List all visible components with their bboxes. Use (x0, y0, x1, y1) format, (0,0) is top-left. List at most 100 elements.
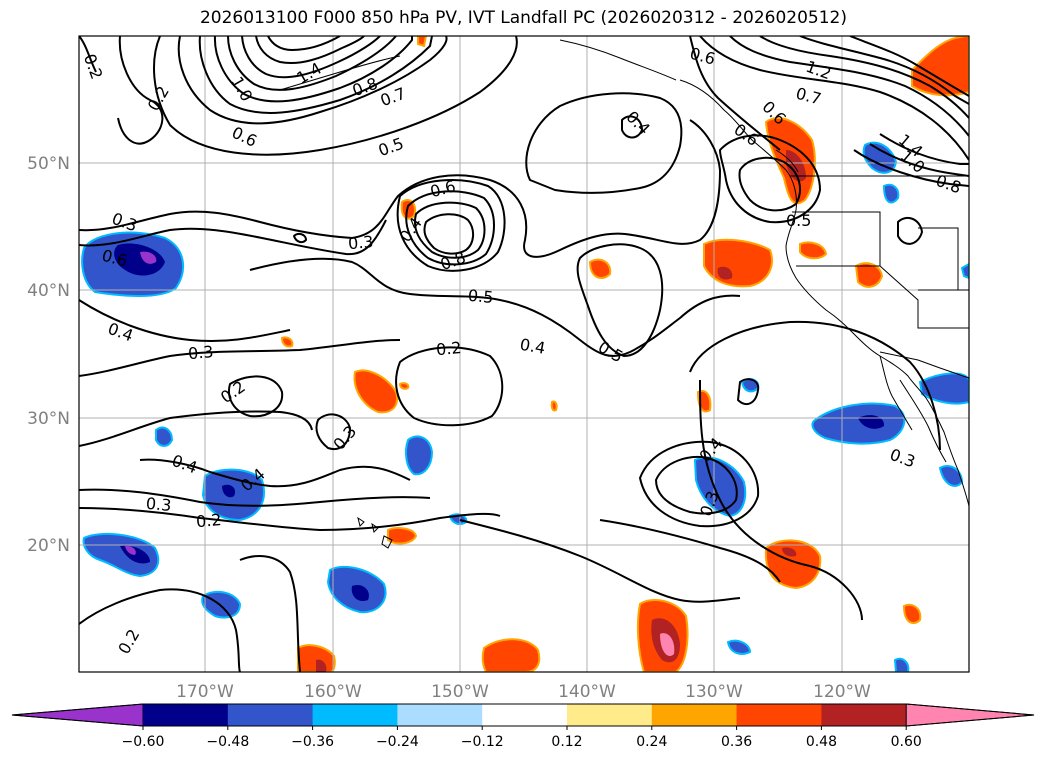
contour-label: 0.5 (376, 134, 406, 161)
colorbar-tick-label: 0.36 (721, 734, 752, 750)
contour-label: 0.6 (730, 120, 762, 150)
shade-pos-41m (588, 258, 612, 279)
colorbar-segment (821, 704, 907, 726)
contour-line (239, 555, 301, 672)
contour-line (576, 243, 664, 357)
contour-line (405, 190, 495, 266)
contour-line (525, 92, 683, 194)
contour-label: 0.3 (109, 209, 139, 236)
colorbar-segment (397, 704, 483, 726)
shade-neg-17-core (351, 584, 369, 602)
contour-label: 0.4 (622, 107, 653, 138)
lat-label-20n: 20°N (27, 536, 70, 556)
contour-line (79, 410, 313, 447)
lon-label-170w: 170°W (176, 682, 234, 702)
colorbar-segment (143, 704, 229, 726)
colorbar-tick-label: −0.24 (376, 734, 419, 750)
lat-label-40n: 40°N (27, 281, 70, 301)
shade-pos-19 (764, 539, 822, 590)
contour-line (879, 133, 969, 165)
contour-line (759, 36, 969, 119)
colorbar-tick-label: 0.48 (806, 734, 837, 750)
gridlines (79, 36, 969, 672)
contour-line (198, 36, 433, 114)
lon-label-130w: 130°W (685, 682, 743, 702)
shade-neg-west-peak (140, 251, 157, 264)
map-title: 2026013100 F000 850 hPa PV, IVT Landfall… (199, 8, 847, 28)
contour-label: 0.2 (195, 510, 222, 531)
coastline-north-america (679, 79, 969, 507)
coastline-aleutians (279, 55, 401, 91)
border-us-mexico (879, 351, 969, 379)
contour-label: 0.2 (114, 626, 143, 658)
colorbar-tick-label: −0.60 (122, 734, 165, 750)
shade-neg-24 (693, 456, 747, 518)
shade-neg-29e-core (858, 415, 885, 429)
shade-neg-20 (82, 532, 160, 578)
coastline-baja (879, 355, 913, 431)
lon-label-160w: 160°W (304, 682, 362, 702)
shade-pos-40 (854, 262, 884, 288)
shade-pos-12-peak (660, 633, 675, 656)
contour-label: 0.5 (786, 211, 811, 230)
shade-neg-20-peak (125, 545, 136, 555)
lat-label-50n: 50°N (27, 154, 70, 174)
contour-line (395, 346, 504, 427)
shade-neg-41 (960, 262, 969, 280)
shade-pos-32m (398, 382, 410, 390)
contour-line (699, 379, 863, 621)
contour-line (423, 213, 474, 255)
contour-label: 1.0 (227, 73, 256, 105)
colorbar-tick-label: −0.48 (206, 734, 249, 750)
colorbar: −0.60 −0.48 −0.36 −0.24 −0.12 0.12 0.24 0.36 0.4… (11, 703, 1035, 750)
colorbar-tick-label: 0.12 (551, 734, 582, 750)
shade-neg-47 (882, 183, 900, 204)
contour-label: 0.4 (169, 451, 199, 478)
contour-line (153, 36, 518, 156)
shade-neg-12 (726, 639, 752, 655)
contour-line (79, 36, 97, 73)
coastline-hawaii (357, 516, 393, 549)
pv-contours (79, 36, 969, 672)
contour-label: 0.5 (595, 337, 627, 366)
coastlines (279, 39, 969, 549)
shade-pos-42-core (717, 266, 733, 280)
contour-line (315, 413, 351, 450)
contour-line (869, 143, 969, 177)
pc-shading (81, 36, 969, 672)
colorbar-segment (227, 704, 314, 726)
colorbar-extend-high (905, 703, 1035, 727)
contour-line (79, 219, 387, 256)
contour-line (267, 36, 341, 51)
contour-label: 0.4 (105, 319, 135, 346)
contour-line (853, 149, 969, 187)
contour-label: 0.2 (144, 83, 173, 115)
contour-line (414, 201, 486, 259)
lon-label-140w: 140°W (558, 682, 616, 702)
colorbar-segment (736, 704, 822, 726)
contour-label: 0.2 (217, 377, 249, 407)
border-nv-ut (918, 227, 959, 290)
contour-label: 0.3 (347, 232, 374, 253)
shade-neg-west-core (114, 243, 165, 276)
contour-line (737, 378, 760, 406)
contour-line (849, 36, 969, 97)
shade-pos-50-core (786, 150, 806, 182)
shade-neg-24e (938, 464, 964, 487)
colorbar-segment (312, 704, 398, 726)
contour-line (117, 36, 164, 145)
contour-labels: 0.2 0.2 1.0 1.4 0.8 0.7 0.6 0.5 0.6 0.4 … (80, 44, 964, 658)
contour-label: 0.2 (80, 51, 107, 81)
shade-pos-10-core (316, 659, 327, 672)
colorbar-segment (482, 704, 568, 726)
contour-line (599, 519, 781, 583)
shade-pos-41 (799, 241, 828, 260)
shade-neg-10 (893, 657, 910, 672)
border-or-wa (792, 211, 881, 266)
contour-line (79, 339, 401, 377)
contour-line (249, 257, 741, 357)
contour-line (655, 456, 738, 515)
coastline-gulf-california (899, 379, 947, 463)
shade-pos-20 (387, 527, 418, 545)
